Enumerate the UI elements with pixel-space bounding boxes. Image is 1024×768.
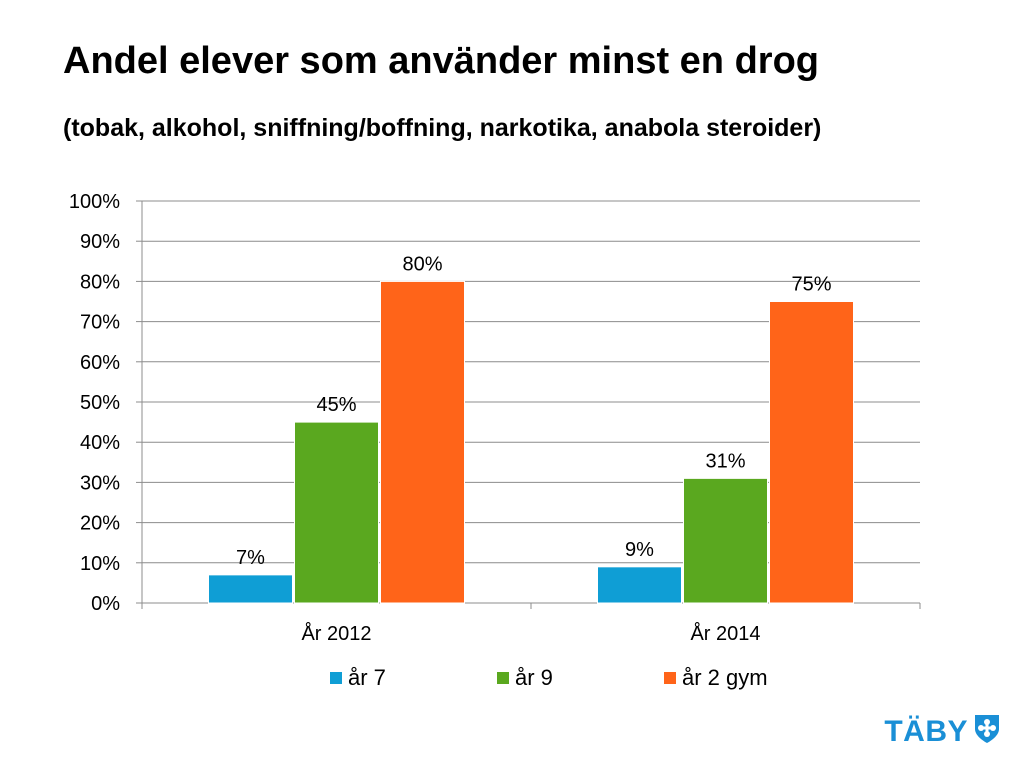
y-tick-label: 20% [80,513,120,535]
chart-title: Andel elever som använder minst en drog [63,40,819,82]
legend-swatch-ar-9 [497,672,509,684]
data-label-ar-2-gym: 75% [791,274,831,296]
y-tick-label: 40% [80,432,120,454]
bar-ar-2-gym [769,301,854,604]
legend-swatch-ar-7 [330,672,342,684]
data-label-ar-2-gym: 80% [402,253,442,275]
bar-ar-2-gym [380,280,465,604]
y-tick-label: 80% [80,271,120,293]
legend-item-ar-7: år 7 [330,665,386,691]
logo-text: TÄBY [884,714,968,748]
x-category-label: År 2012 [301,622,371,645]
chart-subtitle: (tobak, alkohol, sniffning/boffning, nar… [63,114,822,142]
legend-label-ar-7: år 7 [348,665,386,690]
legend-label-ar-2-gym: år 2 gym [682,665,768,690]
legend-label-ar-9: år 9 [515,665,553,690]
bar-ar-7 [597,566,682,604]
bar-ar-9 [294,421,379,604]
y-tick-label: 0% [91,593,120,615]
chart-legend: år 7 år 9 år 2 gym [0,665,1024,693]
legend-item-ar-2-gym: år 2 gym [664,665,768,691]
data-label-ar-7: 7% [236,547,265,569]
x-category-label: År 2014 [690,622,760,645]
data-label-ar-7: 9% [625,539,654,561]
y-tick-label: 10% [80,553,120,575]
legend-swatch-ar-2-gym [664,672,676,684]
y-tick-label: 90% [80,231,120,253]
bar-ar-9 [683,477,768,604]
y-tick-label: 100% [69,191,120,213]
taby-logo: TÄBY [884,714,1000,749]
y-tick-label: 60% [80,352,120,374]
taby-shield-icon [974,714,1000,749]
y-tick-label: 70% [80,312,120,334]
data-label-ar-9: 31% [705,450,745,472]
data-label-ar-9: 45% [316,394,356,416]
legend-item-ar-9: år 9 [497,665,553,691]
y-tick-label: 50% [80,392,120,414]
bar-ar-7 [208,574,293,604]
y-tick-label: 30% [80,472,120,494]
